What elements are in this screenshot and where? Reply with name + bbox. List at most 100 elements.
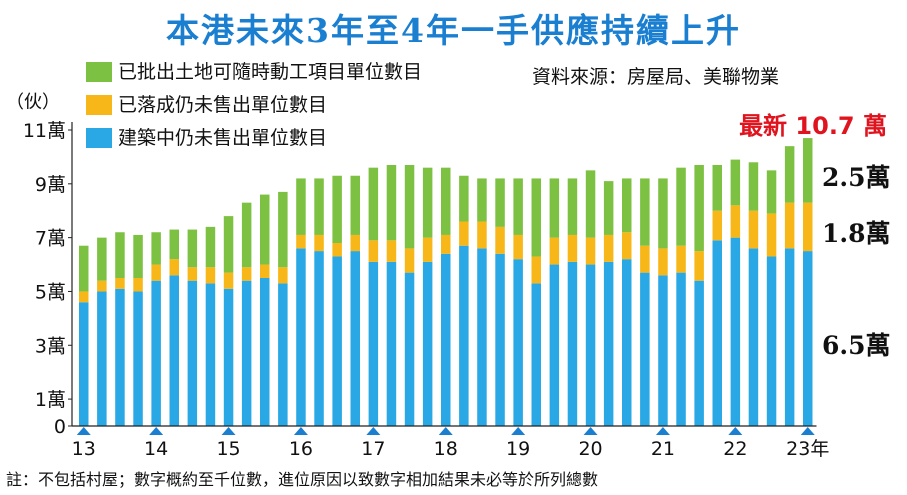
bar-segment-green <box>441 167 451 235</box>
year-label: 20 <box>578 438 602 460</box>
bar-segment-green <box>79 245 89 292</box>
bars <box>79 138 813 426</box>
year-marker <box>511 427 526 435</box>
bar-segment-orange <box>133 278 143 292</box>
bar-segment-orange <box>531 256 541 284</box>
bar-segment-orange <box>422 237 433 262</box>
year-label: 17 <box>361 438 385 460</box>
bar-segment-blue <box>712 240 722 426</box>
y-tick-label: 11萬 <box>23 120 66 142</box>
bar-segment-green <box>748 162 759 211</box>
bar-segment-green <box>278 191 288 268</box>
year-label: 19 <box>506 438 530 460</box>
bar-segment-blue <box>640 272 650 426</box>
bar-segment-orange <box>79 291 89 303</box>
legend-label-approved-land: 已批出土地可隨時動工項目單位數目 <box>118 61 423 83</box>
legend-label-under-construction: 建築中仍未售出單位數目 <box>118 127 328 149</box>
bar-segment-green <box>223 216 234 273</box>
bar-segment-orange <box>205 267 216 284</box>
bar-segment-orange <box>296 234 306 249</box>
legend-swatch-blue <box>86 128 112 148</box>
bar-segment-blue <box>386 261 397 426</box>
bar-segment-orange <box>730 205 741 238</box>
bar-segment-blue <box>115 288 125 426</box>
y-tick-label: 7萬 <box>35 228 66 250</box>
bar-segment-blue <box>549 264 560 426</box>
bar-segment-blue <box>495 253 505 426</box>
bar-segment-green <box>676 167 686 246</box>
bar-segment-blue <box>151 280 161 426</box>
bar-segment-orange <box>803 202 813 252</box>
year-label: 15 <box>216 438 240 460</box>
bar-segment-blue <box>441 253 451 426</box>
bar-segment-blue <box>296 248 306 426</box>
bar-segment-blue <box>676 272 686 426</box>
bar-segment-orange <box>260 264 270 278</box>
bar-segment-green <box>784 146 795 203</box>
bar-segment-orange <box>495 226 505 254</box>
bar-segment-green <box>205 226 216 268</box>
bar-segment-blue <box>730 237 741 426</box>
bar-segment-blue <box>260 278 270 426</box>
year-marker <box>76 427 91 435</box>
bar-segment-green <box>531 178 541 257</box>
bar-segment-blue <box>404 272 415 426</box>
y-tick-label: 0 <box>54 416 66 438</box>
bar-segment-green <box>296 178 306 235</box>
bar-segment-green <box>151 232 161 265</box>
bar-segment-orange <box>169 259 179 276</box>
bar-segment-blue <box>223 288 234 426</box>
bar-segment-blue <box>477 248 487 426</box>
bar-segment-blue <box>314 251 324 426</box>
bar-segment-blue <box>205 283 216 426</box>
year-marker <box>221 427 236 435</box>
year-marker <box>800 427 815 435</box>
bar-segment-orange <box>694 251 704 281</box>
bar-segment-orange <box>350 234 360 252</box>
bar-segment-blue <box>332 256 342 426</box>
bar-segment-orange <box>115 278 125 289</box>
bar-segment-blue <box>459 245 469 426</box>
bar-segment-orange <box>712 210 722 241</box>
year-label: 22 <box>723 438 747 460</box>
bar-segment-orange <box>441 234 451 254</box>
y-tick-label: 5萬 <box>35 281 66 303</box>
y-tick-label: 1萬 <box>35 389 66 411</box>
bar-segment-orange <box>585 237 596 265</box>
footnote: 註：不包括村屋；數字概約至千位數，進位原因以致數字相加結果未必等於所列總數 <box>6 470 599 489</box>
legend-swatch-green <box>86 62 112 82</box>
bar-segment-orange <box>332 243 342 257</box>
bar-segment-green <box>314 178 324 235</box>
year-marker <box>583 427 598 435</box>
bar-segment-orange <box>622 232 632 260</box>
bar-segment-blue <box>169 275 179 426</box>
bar-segment-orange <box>603 234 614 262</box>
axes: 0 1萬 3萬 5萬 7萬 9萬 11萬 <box>23 120 73 438</box>
bar-segment-blue <box>368 261 379 426</box>
bar-segment-green <box>350 175 360 235</box>
bar-segment-green <box>585 170 596 238</box>
bar-segment-blue <box>187 280 198 426</box>
bar-segment-green <box>513 178 523 235</box>
bar-segment-blue <box>585 264 596 426</box>
bar-segment-green <box>694 164 704 252</box>
year-marker <box>438 427 453 435</box>
bar-segment-blue <box>241 280 252 426</box>
bar-segment-orange <box>567 234 578 262</box>
bar-segment-green <box>169 229 179 260</box>
bar-segment-green <box>422 167 433 238</box>
bar-segment-green <box>640 178 650 246</box>
bar-segment-green <box>803 138 813 203</box>
year-marker <box>728 427 743 435</box>
bar-segment-green <box>712 164 722 211</box>
bar-segment-orange <box>477 221 487 249</box>
bar-segment-blue <box>567 261 578 426</box>
bar-segment-blue <box>422 261 433 426</box>
legend-label-completed-unsold: 已落成仍未售出單位數目 <box>118 94 328 116</box>
bar-segment-green <box>603 181 614 235</box>
bar-segment-orange <box>549 237 560 265</box>
bar-segment-blue <box>658 275 668 426</box>
year-label: 16 <box>289 438 313 460</box>
bar-segment-green <box>386 164 397 241</box>
bar-segment-orange <box>97 280 107 292</box>
